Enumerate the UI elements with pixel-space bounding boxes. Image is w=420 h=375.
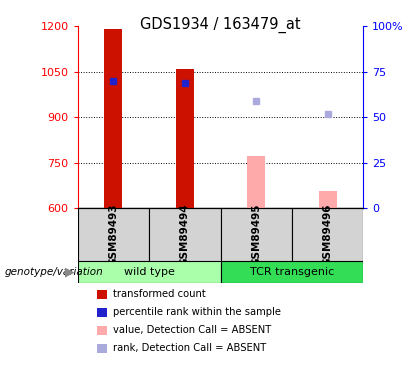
Text: GSM89493: GSM89493 [108, 203, 118, 266]
Bar [176, 69, 194, 208]
Text: GDS1934 / 163479_at: GDS1934 / 163479_at [140, 17, 301, 33]
Bar [319, 192, 336, 208]
Bar [78, 208, 149, 261]
Text: wild type: wild type [123, 267, 175, 277]
Text: rank, Detection Call = ABSENT: rank, Detection Call = ABSENT [113, 344, 266, 353]
Text: GSM89496: GSM89496 [323, 203, 333, 266]
Text: GSM89494: GSM89494 [180, 203, 190, 266]
Text: GSM89495: GSM89495 [251, 203, 261, 266]
Bar [78, 261, 220, 283]
Text: percentile rank within the sample: percentile rank within the sample [113, 308, 281, 317]
Text: genotype/variation: genotype/variation [4, 267, 103, 277]
Bar [105, 29, 122, 208]
Bar [220, 208, 292, 261]
Bar [292, 208, 363, 261]
Bar [149, 208, 220, 261]
Bar [220, 261, 363, 283]
Text: TCR transgenic: TCR transgenic [250, 267, 334, 277]
Text: ▶: ▶ [65, 266, 75, 278]
Text: value, Detection Call = ABSENT: value, Detection Call = ABSENT [113, 326, 271, 335]
Bar [247, 156, 265, 208]
Text: transformed count: transformed count [113, 290, 205, 299]
